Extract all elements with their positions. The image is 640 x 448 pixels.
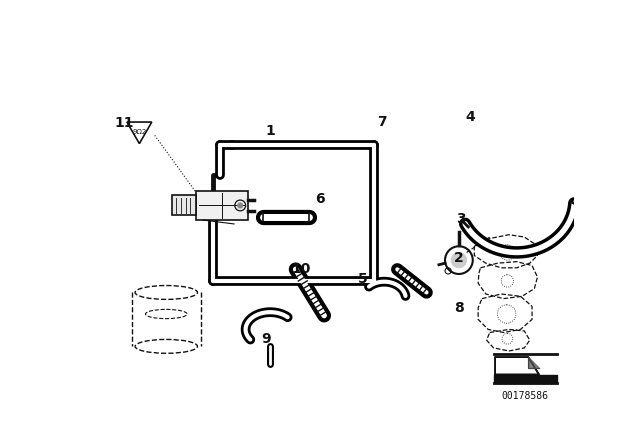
- Circle shape: [237, 203, 243, 208]
- Bar: [196, 191, 248, 220]
- Ellipse shape: [135, 340, 198, 353]
- Text: 8: 8: [454, 301, 464, 315]
- Text: 9Ω2: 9Ω2: [132, 129, 147, 134]
- Bar: [172, 195, 196, 215]
- Text: 7: 7: [377, 115, 387, 129]
- Text: 11: 11: [114, 116, 134, 130]
- Text: 00178586: 00178586: [502, 391, 548, 401]
- Ellipse shape: [135, 285, 198, 299]
- Text: 2: 2: [454, 251, 464, 265]
- Polygon shape: [495, 357, 539, 375]
- Ellipse shape: [145, 310, 187, 319]
- Text: 1: 1: [266, 124, 275, 138]
- Text: 5: 5: [358, 271, 367, 286]
- Text: 6: 6: [316, 192, 325, 206]
- Text: 4: 4: [465, 110, 476, 124]
- Text: 10: 10: [291, 263, 311, 276]
- Circle shape: [451, 253, 467, 268]
- Text: 3: 3: [456, 212, 465, 226]
- Text: 9: 9: [262, 332, 271, 346]
